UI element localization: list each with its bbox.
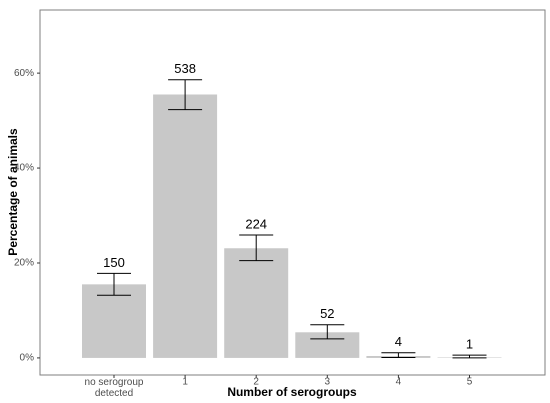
y-tick-label: 40% [14, 163, 34, 174]
x-tick-label: 2 [253, 377, 259, 388]
count-label: 1 [466, 337, 473, 352]
y-tick-label: 0% [20, 353, 35, 364]
bar [82, 284, 146, 358]
panel-border [39, 9, 546, 376]
x-tick-label: no serogroup detected [85, 377, 144, 399]
x-axis-title: Number of serogroups [227, 385, 357, 399]
y-tick-label: 60% [14, 68, 34, 79]
x-tick-label: 5 [467, 377, 473, 388]
x-tick-label: 1 [182, 377, 188, 388]
y-axis-title: Percentage of animals [6, 128, 20, 256]
count-label: 538 [174, 61, 196, 76]
x-tick-label: 4 [396, 377, 402, 388]
count-label: 52 [320, 306, 334, 321]
count-label: 4 [395, 334, 402, 349]
bar [224, 248, 289, 358]
count-label: 224 [245, 216, 267, 231]
count-label: 150 [103, 255, 125, 270]
x-tick-label: 3 [325, 377, 331, 388]
bar [153, 94, 218, 358]
y-tick-label: 20% [14, 258, 34, 269]
